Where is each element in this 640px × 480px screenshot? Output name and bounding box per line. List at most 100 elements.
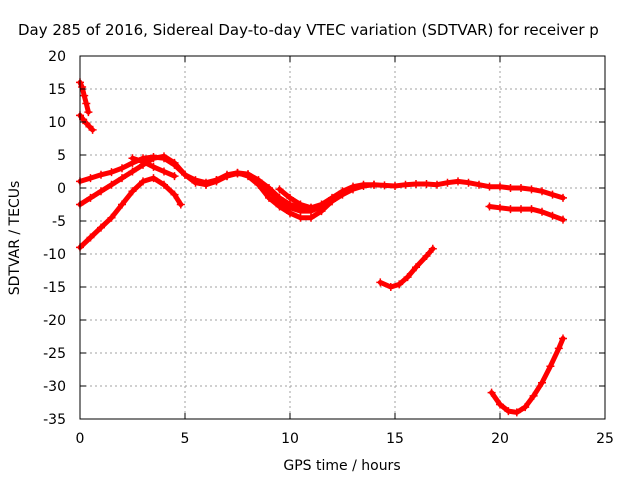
data-point	[149, 174, 158, 183]
data-point	[170, 158, 179, 167]
data-point	[212, 176, 221, 185]
data-point	[359, 182, 368, 191]
y-tick-label: -20	[43, 313, 66, 329]
data-point	[139, 177, 147, 186]
data-point	[317, 207, 326, 216]
data-point	[254, 180, 263, 189]
data-point	[538, 207, 546, 216]
data-point	[504, 407, 513, 416]
data-point	[517, 184, 525, 192]
x-tick-label: 20	[491, 431, 509, 447]
data-point	[118, 200, 126, 209]
data-point	[559, 215, 567, 224]
data-point	[307, 203, 315, 212]
data-point	[403, 273, 412, 282]
data-point	[529, 391, 538, 400]
data-point	[370, 180, 378, 189]
data-point	[338, 190, 347, 199]
data-point	[107, 180, 116, 189]
tick-layer: 0 5 10 15 20 25 -35 -30 -25 -20 -15 -10 -5 0 5 10 15 20	[43, 49, 614, 447]
series-layer	[76, 78, 567, 417]
data-point	[307, 213, 315, 222]
x-axis-title: GPS time / hours	[283, 458, 400, 474]
y-tick-label: 20	[48, 49, 66, 65]
y-tick-label: -30	[43, 379, 66, 395]
data-point	[401, 180, 410, 189]
data-point	[191, 178, 200, 187]
data-point	[527, 185, 536, 194]
data-point	[496, 182, 504, 191]
data-point	[296, 213, 305, 222]
data-point	[170, 172, 179, 181]
data-point	[548, 190, 557, 199]
data-point	[160, 167, 168, 176]
data-point	[128, 187, 137, 196]
data-point	[380, 181, 389, 190]
data-point	[464, 178, 473, 187]
data-point	[428, 244, 437, 253]
data-point	[160, 180, 168, 189]
data-point	[395, 280, 404, 289]
data-point	[286, 193, 294, 202]
data-point	[244, 172, 252, 181]
data-point	[233, 168, 242, 177]
x-tick-label: 15	[386, 431, 404, 447]
data-point	[386, 283, 395, 291]
series-track-11	[489, 336, 566, 415]
data-point	[176, 200, 185, 209]
x-tick-label: 0	[76, 431, 85, 447]
data-point	[546, 362, 555, 371]
data-point	[506, 205, 515, 214]
y-tick-label: -5	[52, 214, 66, 230]
data-point	[485, 202, 494, 211]
y-tick-label: -10	[43, 247, 66, 263]
y-tick-label: -25	[43, 346, 66, 362]
data-point	[559, 193, 567, 202]
data-point	[139, 157, 147, 166]
data-point	[521, 403, 530, 412]
data-point	[485, 182, 494, 191]
data-point	[391, 182, 399, 191]
chart-title: Day 285 of 2016, Sidereal Day-to-day VTE…	[18, 21, 599, 39]
x-tick-label: 25	[596, 431, 614, 447]
data-point	[538, 378, 546, 387]
data-point	[454, 177, 462, 186]
data-point	[517, 205, 525, 214]
data-point	[86, 193, 95, 202]
data-point	[512, 408, 521, 417]
plot-frame	[79, 55, 606, 420]
data-point	[202, 180, 210, 189]
data-point	[118, 174, 126, 183]
data-point	[160, 152, 168, 161]
data-point	[118, 164, 126, 173]
data-point	[170, 190, 179, 199]
data-point	[82, 99, 91, 108]
data-point	[554, 344, 563, 353]
data-point	[97, 187, 105, 196]
x-tick-label: 10	[281, 431, 299, 447]
data-point	[97, 170, 105, 179]
data-point	[475, 180, 483, 189]
data-point	[349, 185, 357, 194]
data-point	[107, 168, 116, 177]
data-point	[422, 251, 431, 260]
data-point	[286, 209, 294, 218]
data-point	[496, 400, 504, 409]
data-point	[80, 91, 89, 100]
x-tick-label: 5	[181, 431, 190, 447]
data-point	[97, 223, 105, 232]
data-point	[376, 278, 385, 287]
y-axis-title: SDTVAR / TECUs	[7, 181, 23, 296]
data-point	[412, 263, 420, 272]
data-point	[149, 154, 158, 163]
y-tick-label: 15	[48, 82, 66, 98]
data-point	[487, 388, 496, 397]
data-point	[78, 83, 87, 92]
data-point	[275, 202, 284, 211]
data-point	[223, 170, 231, 179]
y-tick-label: 5	[57, 148, 66, 164]
data-point	[128, 167, 137, 176]
data-point	[128, 154, 137, 163]
y-tick-label: -15	[43, 280, 66, 296]
